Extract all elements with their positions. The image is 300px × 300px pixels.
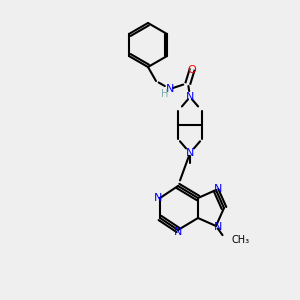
Text: N: N (186, 148, 194, 158)
Text: N: N (154, 193, 162, 203)
Text: CH₃: CH₃ (231, 235, 249, 245)
Text: N: N (214, 222, 222, 232)
Text: N: N (174, 227, 182, 237)
Text: O: O (188, 65, 196, 75)
Text: H: H (161, 89, 169, 99)
Text: N: N (214, 184, 222, 194)
Text: N: N (166, 84, 174, 94)
Text: N: N (186, 92, 194, 102)
